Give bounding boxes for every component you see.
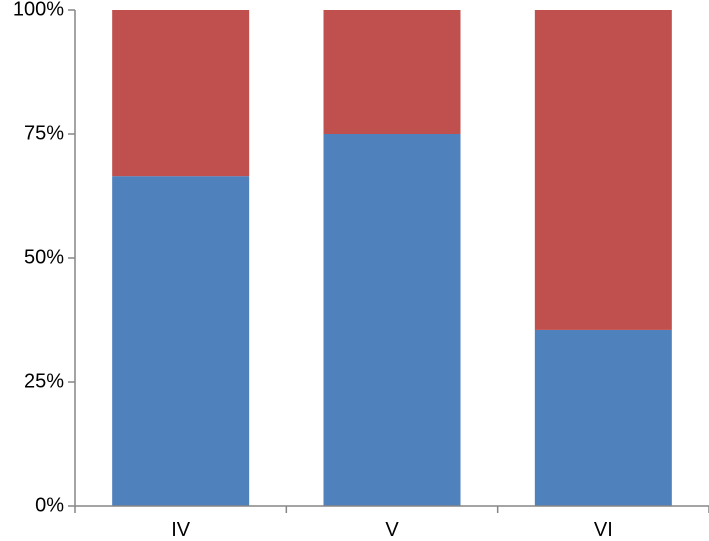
- x-axis-ticks: IV V VI: [74, 506, 709, 541]
- plot-area: [112, 10, 672, 506]
- y-tick-label: 75%: [24, 122, 64, 144]
- bar-iv-series-1: [112, 176, 250, 506]
- bar-v-series-2: [323, 10, 461, 134]
- y-axis-ticks: 0% 25% 50% 75% 100%: [13, 0, 75, 516]
- y-tick-label: 50%: [24, 246, 64, 268]
- bar-vi-series-2: [534, 10, 672, 330]
- bar-vi-series-1: [534, 329, 672, 506]
- x-tick-label: IV: [171, 519, 191, 541]
- y-tick-label: 100%: [13, 0, 64, 20]
- bar-v-series-1: [323, 134, 461, 506]
- y-tick-label: 25%: [24, 370, 64, 392]
- x-tick-label: V: [385, 519, 399, 541]
- y-tick-label: 0%: [35, 494, 64, 516]
- bar-iv-series-2: [112, 10, 250, 177]
- x-tick-label: VI: [594, 519, 613, 541]
